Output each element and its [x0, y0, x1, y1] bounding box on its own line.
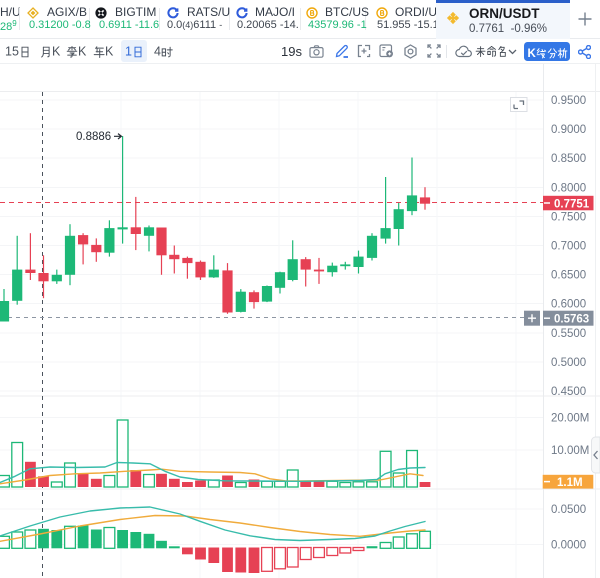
- svg-text:0.9500: 0.9500: [551, 95, 586, 107]
- svg-text:0.7751: 0.7751: [554, 198, 590, 210]
- svg-text:20.00M: 20.00M: [551, 413, 589, 425]
- svg-text:0.7500: 0.7500: [551, 211, 586, 223]
- svg-text:10.00M: 10.00M: [551, 445, 589, 457]
- svg-text:0.5763: 0.5763: [554, 314, 589, 326]
- svg-text:1.1M: 1.1M: [557, 477, 583, 489]
- svg-text:0.8886: 0.8886: [76, 131, 111, 143]
- svg-text:0.0000: 0.0000: [551, 540, 586, 552]
- svg-text:0.8000: 0.8000: [551, 182, 586, 194]
- svg-text:0.0500: 0.0500: [551, 504, 586, 516]
- svg-text:0.6000: 0.6000: [551, 299, 586, 311]
- svg-text:0.6500: 0.6500: [551, 270, 586, 282]
- svg-text:0.4500: 0.4500: [551, 386, 586, 398]
- svg-text:0.5000: 0.5000: [551, 357, 586, 369]
- svg-text:0.5500: 0.5500: [551, 328, 586, 340]
- svg-text:0.8500: 0.8500: [551, 153, 586, 165]
- svg-text:0.7000: 0.7000: [551, 241, 586, 253]
- svg-text:0.9000: 0.9000: [551, 124, 586, 136]
